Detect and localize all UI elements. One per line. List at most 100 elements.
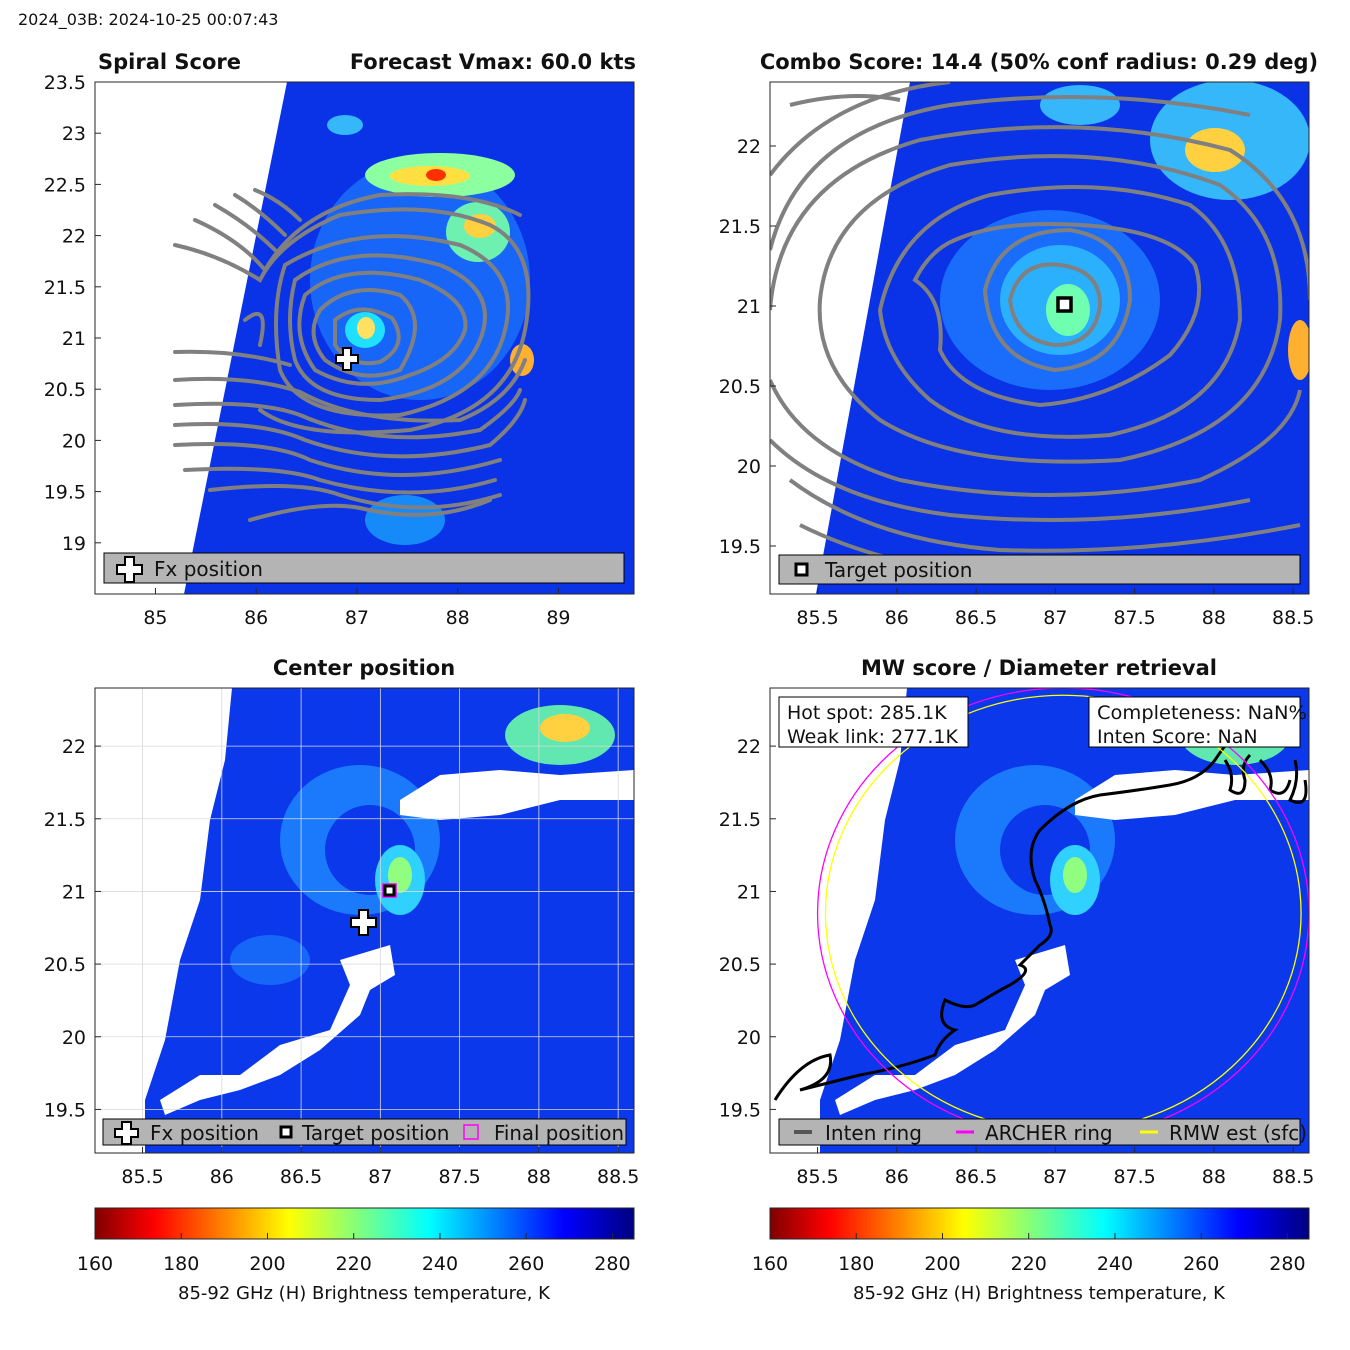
spiral-xtick-2: 87	[345, 607, 369, 629]
combo-east-band	[1288, 320, 1309, 380]
spiral-legend: Fx position	[103, 552, 625, 584]
center-legend: Fx position Target position Final positi…	[102, 1118, 627, 1146]
panel-spiral: Spiral Score Forecast Vmax: 60.0 kts	[44, 50, 636, 629]
spiral-xtick-1: 86	[244, 607, 268, 629]
spiral-band-nw	[327, 115, 363, 135]
mw-axes: 85.5 86 86.5 87 87.5 88 88.5 19.5 20 20.5 21 21.5 22	[719, 736, 1315, 1188]
combo-ytick-2: 20.5	[719, 376, 761, 398]
mw-xtick-4: 87.5	[1113, 1166, 1155, 1188]
combo-xtick-3: 87	[1043, 607, 1067, 629]
center-ytick-2: 20.5	[44, 954, 86, 976]
center-axes: 85.5 86 86.5 87 87.5 88 88.5 19.5 20 20.5 21 21.5 22	[44, 736, 640, 1188]
colorbar-right: 160 180 200 220 240 260 280 85-92 GHz (H) Brig…	[752, 1207, 1310, 1304]
combo-axes: 85.5 86 86.5 87 87.5 88 88.5 19.5 20 20.5 21 21.5 22	[719, 136, 1315, 629]
mw-ytick-2: 20.5	[719, 954, 761, 976]
center-legend-target: Target position	[301, 1121, 449, 1145]
panel-mw: MW score / Diameter retrieval Hot spot: …	[719, 656, 1315, 1188]
colorbar-0-tick-2: 200	[249, 1253, 285, 1275]
combo-xtick-5: 88	[1202, 607, 1226, 629]
spiral-title-right: Forecast Vmax: 60.0 kts	[350, 50, 636, 74]
spiral-contours	[173, 188, 531, 522]
combo-ytick-3: 21	[737, 296, 761, 318]
mw-ytick-0: 19.5	[719, 1099, 761, 1121]
spiral-band-east	[510, 344, 534, 376]
center-gap-north	[400, 770, 634, 820]
mw-hot-core	[1063, 857, 1087, 893]
center-xtick-0: 85.5	[121, 1166, 163, 1188]
colorbar-1-tick-3: 220	[1011, 1253, 1047, 1275]
spiral-ytick-3: 20.5	[44, 379, 86, 401]
center-xtick-3: 87	[368, 1166, 392, 1188]
combo-ytick-0: 19.5	[719, 536, 761, 558]
mw-gap-south	[835, 945, 1070, 1115]
colorbar-0-tick-3: 220	[336, 1253, 372, 1275]
colorbar-1-tick-6: 280	[1269, 1253, 1305, 1275]
combo-xtick-4: 87.5	[1113, 607, 1155, 629]
mw-ytick-5: 22	[737, 736, 761, 758]
mw-legend-archer: ARCHER ring	[985, 1121, 1113, 1145]
colorbar-left-label: 85-92 GHz (H) Brightness temperature, K	[178, 1283, 551, 1304]
center-ytick-1: 20	[62, 1027, 86, 1049]
mw-coastline	[773, 738, 1308, 1101]
mw-xtick-1: 86	[885, 1166, 909, 1188]
colorbar-0-tick-5: 260	[508, 1253, 544, 1275]
colorbar-1-tick-5: 260	[1183, 1253, 1219, 1275]
mw-legend-inten: Inten ring	[825, 1121, 922, 1145]
colorbar-1-tick-0: 160	[752, 1253, 788, 1275]
combo-xtick-6: 88.5	[1272, 607, 1314, 629]
combo-xtick-2: 86.5	[955, 607, 997, 629]
spiral-ytick-7: 22.5	[44, 174, 86, 196]
spiral-ytick-4: 21	[62, 328, 86, 350]
combo-north-band	[1040, 85, 1120, 125]
combo-title: Combo Score: 14.4 (50% conf radius: 0.29…	[760, 50, 1318, 74]
colorbar-left: 160 180 200 220 240 260 280 85-92 GHz (H) Brig…	[77, 1207, 635, 1304]
spiral-title-left: Spiral Score	[98, 50, 241, 74]
spiral-ytick-5: 21.5	[44, 277, 86, 299]
colorbar-right-label: 85-92 GHz (H) Brightness temperature, K	[853, 1283, 1226, 1304]
center-xtick-2: 86.5	[280, 1166, 322, 1188]
spiral-ytick-0: 19	[62, 533, 86, 555]
mw-xtick-5: 88	[1202, 1166, 1226, 1188]
spiral-ytick-8: 23	[62, 123, 86, 145]
spiral-xtick-0: 85	[143, 607, 167, 629]
mw-ytick-4: 21.5	[719, 809, 761, 831]
mw-info-left: Hot spot: 285.1K Weak link: 277.1K	[778, 696, 969, 748]
mw-xtick-2: 86.5	[955, 1166, 997, 1188]
colorbar-0-tick-4: 240	[422, 1253, 458, 1275]
center-gap-south	[160, 945, 395, 1115]
center-west-blob	[230, 935, 310, 985]
center-title: Center position	[273, 656, 455, 680]
mw-gap-north	[1075, 770, 1309, 820]
mw-legend-rmw: RMW est (sfc)	[1169, 1121, 1307, 1145]
mw-ytick-1: 20	[737, 1027, 761, 1049]
combo-target-marker	[1056, 296, 1073, 313]
mw-inten-score: Inten Score: NaN	[1097, 726, 1258, 748]
combo-legend: Target position	[778, 554, 1301, 585]
center-markers	[350, 883, 397, 936]
center-grid	[95, 688, 634, 1153]
mw-title: MW score / Diameter retrieval	[861, 656, 1217, 680]
mw-legend: Inten ring ARCHER ring RMW est (sfc)	[778, 1118, 1307, 1146]
spiral-hot-red	[426, 169, 446, 181]
mw-completeness: Completeness: NaN%	[1097, 702, 1307, 724]
center-ne-core	[540, 714, 590, 742]
spiral-fx-marker	[335, 347, 359, 371]
spiral-ytick-9: 23.5	[44, 72, 86, 94]
center-ytick-4: 21.5	[44, 809, 86, 831]
spiral-ytick-6: 22	[62, 226, 86, 248]
colorbar-1-tick-1: 180	[838, 1253, 874, 1275]
combo-ne-yellow	[1185, 128, 1245, 172]
center-xtick-5: 88	[527, 1166, 551, 1188]
mw-xtick-0: 85.5	[796, 1166, 838, 1188]
colorbar-0-tick-0: 160	[77, 1253, 113, 1275]
panel-center: Center position Fx position Target p	[44, 656, 640, 1188]
center-legend-final: Final position	[494, 1121, 624, 1145]
combo-ytick-1: 20	[737, 456, 761, 478]
mw-xtick-6: 88.5	[1272, 1166, 1314, 1188]
spiral-axes: 85 86 87 88 89 19 19.5 20 20.5 21 21.5 22 22.5 23 23.5	[44, 72, 571, 629]
mw-hot-spot: Hot spot: 285.1K	[787, 702, 947, 724]
mw-info-right: Completeness: NaN% Inten Score: NaN	[1088, 696, 1307, 748]
combo-ytick-4: 21.5	[719, 216, 761, 238]
colorbar-0-tick-6: 280	[594, 1253, 630, 1275]
spiral-ytick-2: 20	[62, 430, 86, 452]
